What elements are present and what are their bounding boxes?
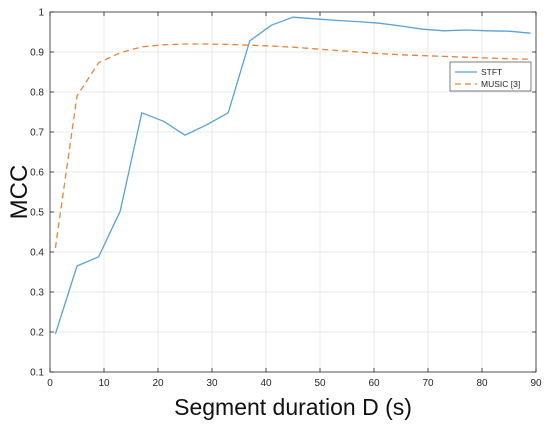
y-axis-label: MCC [6,165,33,220]
x-tick-label: 80 [476,378,488,389]
y-axis-ticks: 0.1 0.2 0.3 0.4 0.5 0.6 0.7 0.8 0.9 1 [30,8,536,379]
legend-label-stft: STFT [481,67,502,77]
plot-frame [49,11,537,373]
x-tick-label: 40 [260,378,272,389]
x-tick-label: 70 [422,378,434,389]
x-tick-label: 20 [152,378,164,389]
y-tick-label: 0.8 [30,88,44,99]
series-line-music [54,43,531,249]
x-axis-label: Segment duration D (s) [174,394,412,420]
legend-box [449,61,532,92]
y-tick-label: 1 [38,8,44,19]
y-tick-label: 0.9 [30,48,44,59]
x-tick-label: 0 [47,378,53,389]
x-tick-label: 90 [530,378,542,389]
series-layer [54,16,531,335]
x-tick-label: 60 [368,378,380,389]
legend: STFT MUSIC [3] [449,61,532,92]
y-tick-label: 0.6 [30,168,44,179]
x-tick-label: 30 [206,378,218,389]
series-line-stft [54,16,531,335]
x-axis-ticks: 0 10 20 30 40 50 60 70 80 90 [47,12,542,389]
y-tick-label: 0.5 [30,208,44,219]
x-tick-label: 50 [314,378,326,389]
y-tick-label: 0.7 [30,128,44,139]
y-tick-label: 0.4 [30,248,44,259]
y-tick-label: 0.1 [30,368,44,379]
x-tick-label: 10 [98,378,110,389]
y-tick-label: 0.2 [30,328,44,339]
y-tick-label: 0.3 [30,288,44,299]
legend-label-music: MUSIC [3] [481,79,520,89]
